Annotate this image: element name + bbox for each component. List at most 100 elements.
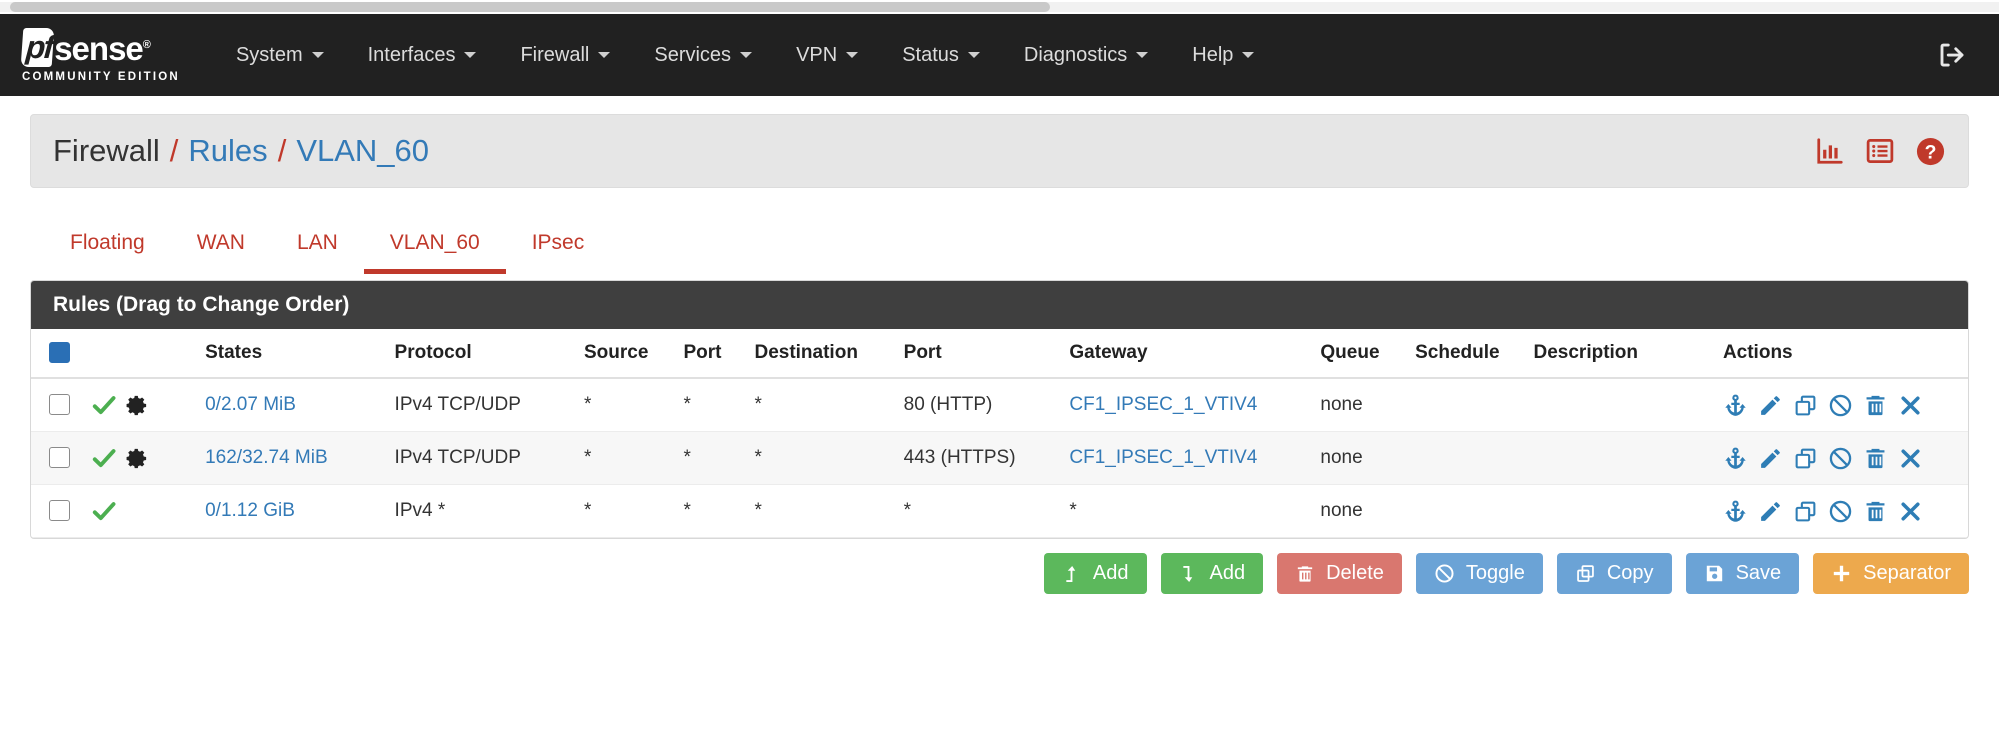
nav-label: VPN: [796, 43, 838, 66]
header-states[interactable]: States: [199, 329, 389, 379]
pass-check-icon[interactable]: [91, 498, 117, 524]
delete-icon[interactable]: [1863, 446, 1888, 471]
header-protocol[interactable]: Protocol: [388, 329, 578, 379]
tab-vlan-60[interactable]: VLAN_60: [363, 221, 506, 274]
tab-wan[interactable]: WAN: [196, 231, 245, 254]
row-dest-port-cell: 443 (HTTPS): [897, 431, 1064, 485]
save-icon: [1706, 565, 1722, 582]
advanced-gear-icon[interactable]: [126, 394, 149, 417]
edit-icon[interactable]: [1758, 499, 1783, 524]
add-rule-top-button[interactable]: Add: [1043, 553, 1147, 594]
help-icon[interactable]: ?: [1915, 136, 1946, 167]
logout-icon: [1940, 43, 1964, 67]
table-header-row: States Protocol Source Port Destination …: [31, 329, 1968, 379]
row-checkbox[interactable]: [49, 447, 70, 469]
table-row[interactable]: 0/1.12 GiB IPv4 * * * * * * none: [31, 484, 1968, 538]
arrow-up-icon: [1066, 565, 1076, 582]
nav-item-services[interactable]: Services: [632, 14, 774, 96]
table-row[interactable]: 0/2.07 MiB IPv4 TCP/UDP * * * 80 (HTTP) …: [31, 378, 1968, 432]
rules-table-body: 0/2.07 MiB IPv4 TCP/UDP * * * 80 (HTTP) …: [31, 378, 1968, 538]
copy-button[interactable]: Copy: [1556, 553, 1672, 594]
edit-icon[interactable]: [1758, 446, 1783, 471]
close-icon[interactable]: [1898, 446, 1923, 471]
nav-label: Status: [902, 43, 959, 66]
select-all-checkbox[interactable]: [49, 342, 70, 364]
tab-ipsec[interactable]: IPsec: [531, 231, 585, 254]
page-header: Firewall / Rules / VLAN_60: [30, 114, 1969, 188]
table-row[interactable]: 162/32.74 MiB IPv4 TCP/UDP * * * 443 (HT…: [31, 431, 1968, 485]
row-status-icons: [91, 392, 193, 418]
row-checkbox[interactable]: [49, 394, 70, 416]
add-separator-button[interactable]: Separator: [1813, 553, 1969, 594]
nav-item-diagnostics[interactable]: Diagnostics: [1002, 14, 1170, 96]
states-link[interactable]: 0/2.07 MiB: [205, 394, 296, 415]
block-icon[interactable]: [1828, 446, 1853, 471]
header-gateway[interactable]: Gateway: [1063, 329, 1315, 379]
save-button[interactable]: Save: [1685, 553, 1800, 594]
copy-icon[interactable]: [1793, 446, 1818, 471]
row-protocol-cell: IPv4 TCP/UDP: [388, 378, 578, 432]
states-link[interactable]: 162/32.74 MiB: [205, 447, 328, 468]
chart-icon[interactable]: [1815, 136, 1845, 166]
button-label: Delete: [1326, 562, 1384, 584]
row-schedule-cell: [1409, 378, 1528, 432]
tab-lan[interactable]: LAN: [296, 231, 338, 254]
scrollbar-thumb[interactable]: [10, 2, 1050, 12]
states-link[interactable]: 0/1.12 GiB: [205, 500, 295, 521]
add-rule-bottom-button[interactable]: Add: [1160, 553, 1264, 594]
nav-item-vpn[interactable]: VPN: [774, 14, 880, 96]
close-icon[interactable]: [1898, 393, 1923, 418]
pfsense-logo[interactable]: pf sense® COMMUNITY EDITION: [20, 27, 180, 83]
advanced-gear-icon[interactable]: [126, 447, 149, 470]
row-queue-cell: none: [1314, 378, 1410, 432]
chevron-down-icon: [1136, 52, 1149, 58]
tab-floating[interactable]: Floating: [70, 231, 145, 254]
browser-scrollbar[interactable]: [0, 0, 1999, 14]
pass-check-icon[interactable]: [91, 445, 117, 471]
copy-icon[interactable]: [1793, 393, 1818, 418]
row-status-cell: [85, 484, 200, 538]
close-icon[interactable]: [1898, 499, 1923, 524]
nav-item-interfaces[interactable]: Interfaces: [346, 14, 499, 96]
header-source[interactable]: Source: [577, 329, 678, 379]
row-checkbox[interactable]: [49, 500, 70, 522]
nav-item-help[interactable]: Help: [1170, 14, 1276, 96]
delete-button[interactable]: Delete: [1277, 553, 1402, 594]
delete-icon[interactable]: [1863, 499, 1888, 524]
anchor-icon[interactable]: [1723, 393, 1748, 418]
button-label: Add: [1092, 562, 1129, 584]
anchor-icon[interactable]: [1723, 446, 1748, 471]
nav-item-firewall[interactable]: Firewall: [498, 14, 632, 96]
nav-label: Help: [1192, 43, 1234, 66]
header-destination[interactable]: Destination: [748, 329, 898, 379]
row-actions-cell: [1716, 484, 1968, 538]
anchor-icon[interactable]: [1723, 499, 1748, 524]
edit-icon[interactable]: [1758, 393, 1783, 418]
nav-item-status[interactable]: Status: [880, 14, 1002, 96]
toggle-button[interactable]: Toggle: [1415, 553, 1543, 594]
breadcrumb-link-vlan60[interactable]: VLAN_60: [296, 133, 430, 168]
header-description[interactable]: Description: [1527, 329, 1717, 379]
breadcrumb-link-rules[interactable]: Rules: [188, 133, 268, 168]
gateway-link[interactable]: CF1_IPSEC_1_VTIV4: [1069, 447, 1258, 468]
logout-button[interactable]: [1931, 40, 1973, 70]
gateway-link[interactable]: CF1_IPSEC_1_VTIV4: [1069, 394, 1258, 415]
header-schedule[interactable]: Schedule: [1409, 329, 1528, 379]
delete-icon[interactable]: [1863, 393, 1888, 418]
header-queue[interactable]: Queue: [1314, 329, 1410, 379]
arrow-down-icon: [1182, 565, 1192, 582]
nav-label: Services: [654, 43, 732, 66]
header-dest-port[interactable]: Port: [897, 329, 1064, 379]
row-protocol-cell: IPv4 TCP/UDP: [388, 431, 578, 485]
copy-icon[interactable]: [1793, 499, 1818, 524]
block-icon[interactable]: [1828, 499, 1853, 524]
row-destination-cell: *: [748, 378, 898, 432]
chevron-down-icon: [464, 52, 477, 58]
log-icon[interactable]: [1865, 136, 1895, 166]
nav-item-system[interactable]: System: [214, 14, 346, 96]
header-port[interactable]: Port: [677, 329, 749, 379]
pass-check-icon[interactable]: [91, 392, 117, 418]
chevron-down-icon: [311, 52, 324, 58]
row-select-cell: [31, 378, 86, 432]
block-icon[interactable]: [1828, 393, 1853, 418]
